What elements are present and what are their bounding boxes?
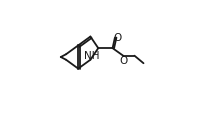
Text: O: O <box>119 56 128 66</box>
Text: NH: NH <box>84 51 99 61</box>
Text: O: O <box>114 33 122 43</box>
